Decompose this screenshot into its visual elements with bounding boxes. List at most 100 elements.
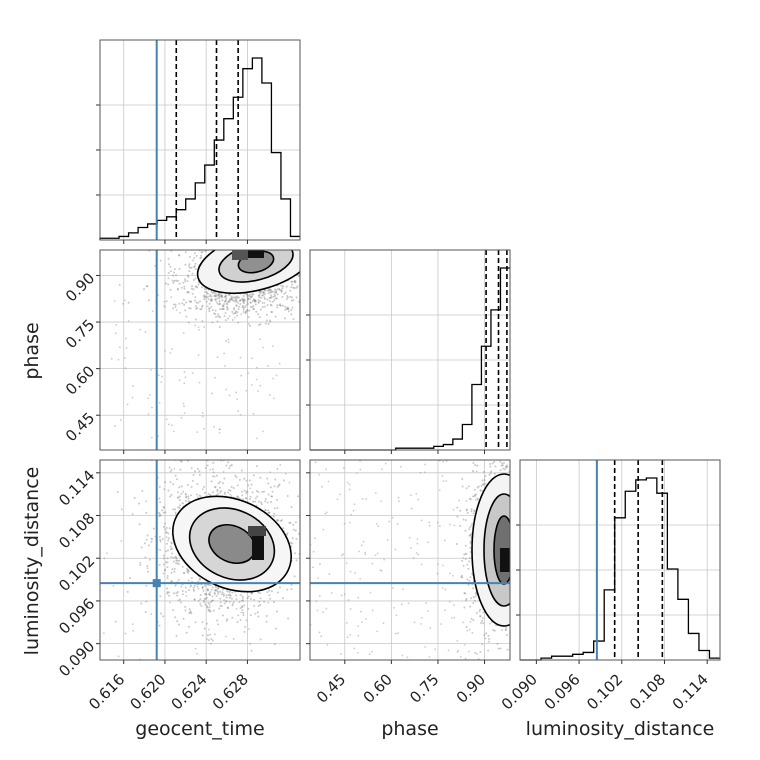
scatter-point	[312, 566, 314, 569]
scatter-point	[211, 392, 214, 395]
scatter-point	[175, 279, 178, 282]
scatter-point	[177, 563, 180, 566]
scatter-point	[320, 635, 323, 638]
scatter-point	[180, 585, 183, 588]
scatter-point	[223, 303, 226, 306]
scatter-point	[230, 295, 233, 298]
scatter-point	[517, 546, 519, 548]
scatter-point	[384, 462, 387, 465]
scatter-point	[468, 497, 471, 500]
scatter-point	[312, 550, 315, 553]
scatter-point	[254, 612, 257, 615]
scatter-point	[223, 599, 226, 602]
scatter-point	[415, 552, 418, 554]
scatter-point	[219, 491, 222, 494]
scatter-point	[226, 303, 229, 306]
scatter-point	[224, 295, 227, 298]
scatter-point	[243, 436, 245, 438]
scatter-point	[264, 498, 267, 501]
scatter-point	[237, 302, 239, 304]
scatter-point	[162, 506, 165, 509]
scatter-point	[339, 493, 342, 496]
scatter-point	[512, 508, 514, 510]
scatter-point	[264, 500, 267, 503]
scatter-point	[459, 524, 462, 527]
scatter-point	[248, 479, 251, 482]
scatter-point	[205, 300, 208, 303]
scatter-point	[528, 497, 530, 499]
y-tick-label: 0.75	[62, 316, 98, 352]
scatter-point	[500, 462, 503, 465]
scatter-point	[276, 506, 279, 509]
scatter-point	[221, 588, 224, 591]
scatter-point	[522, 574, 524, 576]
scatter-point	[203, 627, 206, 630]
scatter-point	[409, 547, 412, 549]
scatter-point	[214, 588, 217, 591]
scatter-point	[131, 396, 134, 399]
scatter-point	[269, 486, 272, 489]
scatter-point	[210, 588, 213, 591]
scatter-point	[466, 563, 469, 566]
scatter-point	[175, 556, 178, 559]
scatter-point	[220, 243, 222, 245]
scatter-point	[466, 629, 469, 632]
scatter-point	[197, 301, 200, 304]
scatter-point	[429, 627, 432, 629]
scatter-point	[292, 528, 295, 531]
scatter-point	[211, 468, 214, 471]
scatter-point	[212, 609, 215, 612]
scatter-point	[278, 362, 281, 365]
scatter-point	[449, 523, 452, 526]
scatter-point	[464, 519, 467, 522]
scatter-point	[295, 286, 298, 289]
scatter-point	[193, 257, 196, 260]
scatter-point	[511, 560, 513, 562]
scatter-point	[159, 595, 162, 598]
scatter-point	[201, 412, 204, 414]
scatter-point	[159, 501, 162, 504]
scatter-point	[273, 507, 276, 510]
scatter-point	[203, 298, 206, 301]
scatter-point	[514, 528, 516, 530]
scatter-point	[296, 285, 299, 288]
scatter-point	[413, 621, 416, 624]
scatter-point	[348, 521, 351, 524]
scatter-point	[176, 288, 179, 291]
scatter-point	[510, 518, 512, 520]
scatter-point	[463, 592, 466, 595]
scatter-point	[246, 293, 249, 296]
scatter-point	[180, 460, 183, 463]
scatter-point	[214, 295, 217, 298]
scatter-point	[222, 470, 225, 473]
scatter-point	[164, 568, 167, 571]
scatter-point	[158, 497, 161, 500]
scatter-point	[193, 470, 196, 473]
scatter-point	[304, 318, 306, 320]
scatter-point	[424, 463, 426, 466]
plot-layer: 0.450.600.750.900.6160.6200.6240.6280.09…	[55, 39, 721, 713]
scatter-point	[199, 602, 202, 605]
scatter-point	[195, 254, 198, 257]
scatter-point	[286, 495, 289, 498]
scatter-point	[165, 531, 168, 534]
scatter-point	[236, 311, 239, 314]
scatter-point	[290, 296, 293, 299]
scatter-point	[225, 600, 228, 603]
scatter-point	[237, 614, 240, 617]
scatter-point	[360, 621, 363, 624]
scatter-point	[249, 487, 252, 490]
scatter-point	[236, 495, 239, 498]
scatter-point	[277, 519, 280, 522]
scatter-point	[270, 291, 273, 294]
scatter-point	[115, 323, 118, 326]
scatter-point	[226, 606, 229, 609]
scatter-point	[174, 513, 177, 516]
scatter-point	[210, 305, 213, 308]
scatter-point	[242, 306, 245, 309]
scatter-point	[276, 485, 279, 488]
scatter-point	[484, 475, 487, 478]
scatter-point	[277, 484, 280, 487]
scatter-point	[416, 538, 419, 541]
scatter-point	[207, 601, 210, 604]
